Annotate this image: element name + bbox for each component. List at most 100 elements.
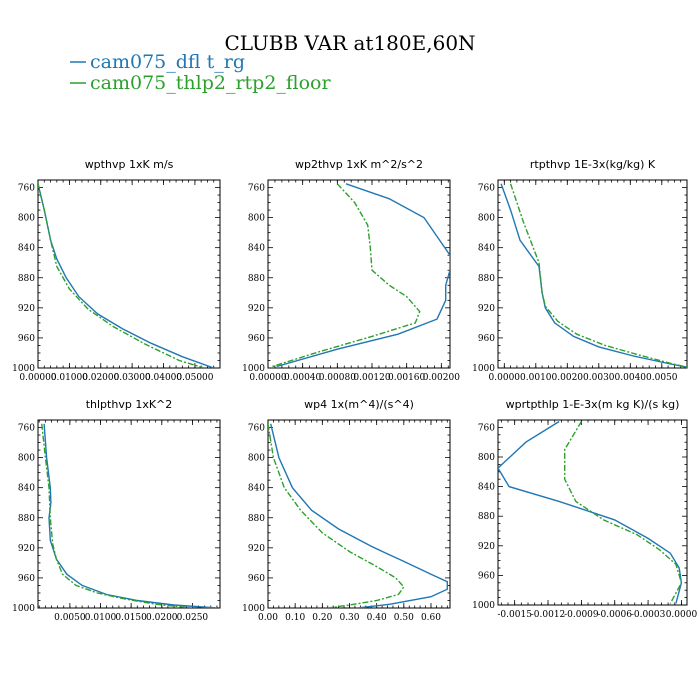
x-tick-label: 0.10 [285,613,305,623]
series-line-1 [38,183,214,368]
y-tick-label: 920 [18,544,35,554]
y-tick-label: 840 [18,244,35,254]
series-line-2 [564,421,683,604]
plot-frame [497,179,688,369]
plot-frame [37,419,221,609]
y-tick-label: 840 [248,244,265,254]
series-line-1 [498,420,683,604]
panel-3: rtpthvp 1E-3x(kg/kg) K 760 800 840 880 920 960… [472,158,688,383]
x-tick-label: 0.0000 [489,373,521,383]
y-tick-label: 1000 [472,601,495,611]
x-tick-label: 0.0100 [85,613,117,623]
panel-6: wprtpthlp 1-E-3x(m kg K)/(s kg) 760 800 840… [472,398,697,620]
series-line-2 [41,423,193,608]
x-tick-label: 0.00200 [423,373,460,383]
y-tick-label: 920 [18,304,35,314]
x-tick-label: 0.04000 [145,373,182,383]
panels: wpthvp 1xK m/s76080084088092096010000.00… [12,158,697,623]
y-tick-label: 840 [478,483,495,493]
x-tick-label: -0.0006 [597,610,632,620]
series-line-1 [270,423,448,608]
y-tick-label: 880 [248,514,265,524]
y-tick-label: 920 [248,304,265,314]
legend: cam075_dfl t_rg cam075_thlp2_rtp2_floor [70,51,331,94]
x-tick-label: 0.05000 [176,373,213,383]
series-line-2 [509,183,687,368]
y-tick-label: 800 [248,214,265,224]
y-tick-label: 800 [18,214,35,224]
x-tick-label: 0.0020 [552,373,584,383]
panel-title: rtpthvp 1E-3x(kg/kg) K [530,158,656,171]
series-line-2 [268,423,405,608]
y-tick-label: 920 [478,542,495,552]
y-tick-label: 1000 [242,364,265,374]
y-tick-label: 800 [478,453,495,463]
y-tick-label: 880 [18,274,35,284]
y-tick-label: 960 [478,571,495,581]
panel-2: wp2thvp 1xK m^2/s^2 760 800 840 880 920 960 100… [242,158,460,383]
y-tick-label: 920 [478,304,495,314]
figure-title: CLUBB VAR at180E,60N [224,31,475,55]
y-tick-label: 760 [478,423,495,433]
y-tick-label: 800 [478,214,495,224]
y-tick-label: 760 [248,184,265,194]
y-tick-label: 880 [478,274,495,284]
plot-frame [497,419,688,606]
y-tick-label: 760 [478,184,495,194]
x-tick-label: 0.00040 [284,373,321,383]
x-tick-label: 0.01000 [51,373,88,383]
x-tick-label: 0.0150 [115,613,147,623]
y-tick-label: 1000 [12,604,35,614]
x-tick-label: 0.0000 [666,610,698,620]
x-tick-label: 0.0010 [520,373,552,383]
x-tick-label: -0.0003 [631,610,666,620]
y-tick-label: 960 [18,574,35,584]
x-tick-label: -0.0009 [564,610,599,620]
x-tick-label: 0.00120 [353,373,390,383]
x-tick-label: 0.20 [312,613,332,623]
y-tick-label: 760 [248,424,265,434]
plot-frame [267,419,451,609]
panel-title: wp2thvp 1xK m^2/s^2 [295,158,423,171]
y-tick-label: 1000 [12,364,35,374]
legend-label-1: cam075_dfl t_rg [90,51,245,73]
y-tick-label: 760 [18,424,35,434]
panel-5: wp4 1x(m^4)/(s^4) 760 800 840 880 920 960 1000 0… [242,398,451,623]
plot-frame [267,179,451,369]
x-tick-label: 0.0030 [583,373,615,383]
series-line-2 [38,183,205,368]
x-tick-label: 0.03000 [114,373,151,383]
y-tick-label: 800 [248,454,265,464]
y-tick-label: 880 [18,514,35,524]
legend-label-2: cam075_thlp2_rtp2_floor [90,72,331,94]
y-tick-label: 760 [18,184,35,194]
y-tick-label: 960 [248,334,265,344]
x-tick-label: 0.30 [339,613,359,623]
panel-title: wprtpthlp 1-E-3x(m kg K)/(s kg) [506,398,680,411]
x-tick-label: 0.0050 [54,613,86,623]
y-tick-label: 920 [248,544,265,554]
x-tick-label: 0.0250 [177,613,209,623]
y-tick-label: 960 [248,574,265,584]
series-line-1 [276,183,450,368]
x-tick-label: 0.00000 [19,373,56,383]
x-tick-label: 0.40 [367,613,387,623]
y-tick-label: 880 [248,274,265,284]
panel-4: thlpthvp 1xK^2 760 800 840 880 920 960 1000 0.00… [12,398,221,623]
y-tick-label: 800 [18,454,35,464]
x-tick-label: 0.50 [394,613,414,623]
series-line-1 [43,423,217,608]
y-tick-label: 840 [248,484,265,494]
x-tick-label: 0.00160 [388,373,425,383]
y-tick-label: 1000 [242,604,265,614]
panel-title: thlpthvp 1xK^2 [86,398,173,411]
x-tick-label: 0.02000 [82,373,119,383]
y-tick-label: 840 [18,484,35,494]
x-tick-label: -0.0012 [531,610,566,620]
x-tick-label: 0.00080 [319,373,356,383]
panel-title: wp4 1x(m^4)/(s^4) [304,398,414,411]
y-tick-label: 1000 [472,364,495,374]
y-tick-label: 840 [478,244,495,254]
x-tick-label: 0.0200 [146,613,178,623]
x-tick-label: -0.0015 [497,610,532,620]
